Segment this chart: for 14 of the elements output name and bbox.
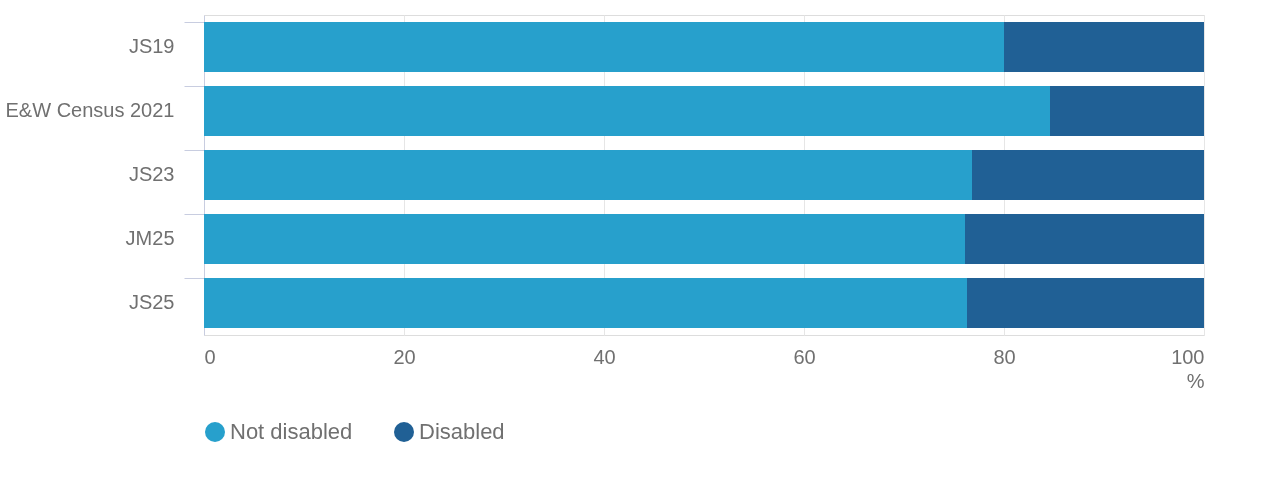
y-tick-label: JS25 [128, 291, 175, 313]
x-tick-label: 0 [204, 345, 216, 368]
y-tick-label: JM25 [125, 227, 175, 249]
x-tick-label: 60 [793, 345, 816, 368]
y-tick-label: JS23 [128, 163, 175, 185]
x-tick-label: 20 [393, 345, 416, 368]
x-tick-label: 40 [593, 345, 616, 368]
x-tick-label: 100 [1171, 345, 1205, 368]
y-tick-label: E&W Census 2021 [5, 99, 175, 121]
x-axis-title: % [1186, 369, 1205, 392]
legend-label: Not disabled [230, 419, 353, 444]
y-tick-label: JS19 [128, 35, 175, 57]
x-tick-label: 80 [993, 345, 1016, 368]
legend-label: Disabled [419, 419, 505, 444]
